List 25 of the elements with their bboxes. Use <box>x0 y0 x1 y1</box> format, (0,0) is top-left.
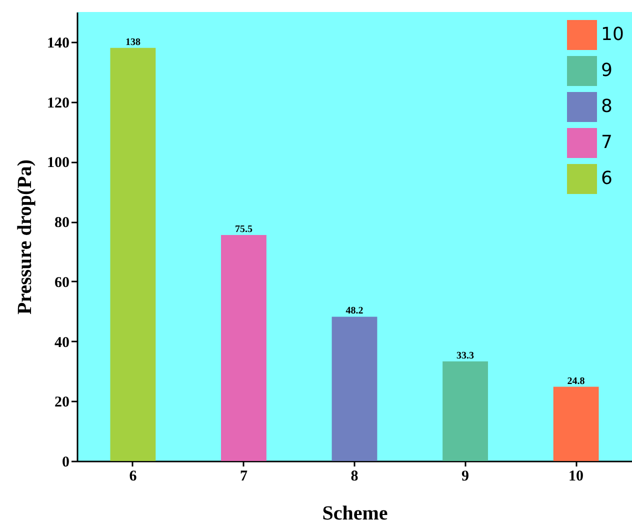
x-axis-title: Scheme <box>322 502 388 524</box>
y-axis-title: Pressure drop(Pa) <box>14 160 36 314</box>
y-tick-label: 120 <box>47 95 70 112</box>
legend-label: 7 <box>601 132 612 153</box>
legend-label: 9 <box>601 60 612 81</box>
data-label: 138 <box>125 36 140 48</box>
y-tick-label: 40 <box>54 334 70 351</box>
y-tick-label: 140 <box>47 35 70 52</box>
x-tick-label: 9 <box>462 468 470 484</box>
data-label: 33.3 <box>456 350 474 362</box>
data-label: 75.5 <box>234 224 252 236</box>
x-tick-label: 10 <box>568 468 584 484</box>
y-tick-label: 60 <box>54 274 70 291</box>
y-tick-label: 0 <box>62 454 70 470</box>
x-tick-label: 8 <box>350 468 358 484</box>
y-tick-label: 100 <box>47 155 70 172</box>
legend-label: 8 <box>601 96 612 117</box>
legend-label: 6 <box>601 168 612 189</box>
legend-label: 10 <box>601 24 624 45</box>
data-label: 24.8 <box>567 376 585 387</box>
data-label: 48.2 <box>346 306 364 317</box>
x-tick-label: 6 <box>129 468 138 484</box>
y-tick-label: 20 <box>54 394 70 411</box>
y-tick-label: 80 <box>54 215 70 232</box>
x-tick-label: 7 <box>240 468 248 484</box>
